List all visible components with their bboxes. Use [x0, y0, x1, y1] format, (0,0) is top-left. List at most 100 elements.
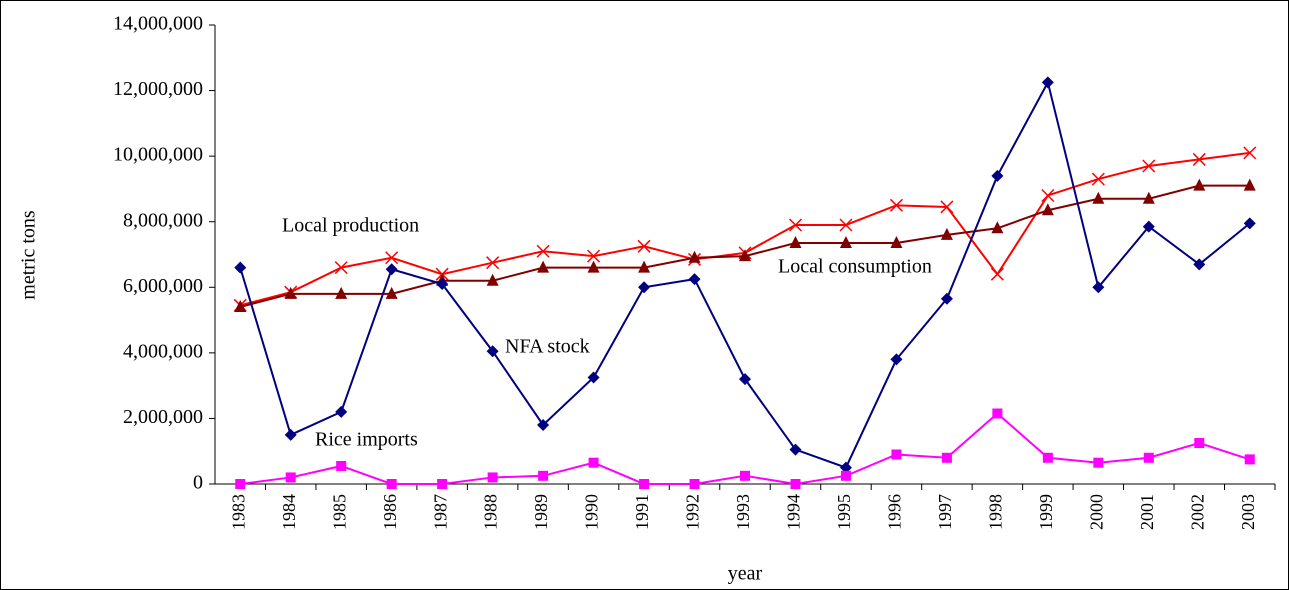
point: [638, 281, 651, 294]
series-label: Rice imports: [315, 429, 418, 451]
point: [1041, 76, 1054, 89]
y-axis-label: metric tons: [18, 210, 40, 300]
point: [386, 479, 397, 489]
point: [639, 479, 650, 489]
point: [536, 244, 550, 258]
point: [739, 249, 751, 262]
point: [890, 236, 903, 249]
point: [1244, 454, 1255, 465]
point: [991, 169, 1004, 182]
x-tick-label: 1994: [784, 494, 804, 530]
point: [336, 460, 347, 471]
point: [385, 251, 399, 265]
point: [940, 292, 953, 305]
point: [234, 261, 247, 274]
point: [940, 200, 954, 214]
point: [739, 373, 751, 386]
x-tick-label: 1989: [531, 494, 551, 530]
y-tick-label: 12,000,000: [113, 78, 203, 100]
point: [992, 408, 1003, 419]
point: [587, 371, 600, 384]
x-tick-label: 1998: [986, 494, 1006, 530]
point: [689, 479, 700, 489]
point: [1192, 152, 1206, 166]
x-tick-label: 1995: [834, 494, 854, 530]
point: [538, 470, 549, 481]
point: [385, 263, 398, 276]
x-tick-label: 1983: [228, 494, 248, 530]
point: [487, 472, 498, 483]
point: [285, 472, 296, 483]
point: [537, 418, 550, 431]
point: [486, 273, 499, 286]
point: [1092, 281, 1105, 294]
x-tick-label: 1986: [380, 494, 400, 530]
x-tick-label: 2003: [1238, 494, 1258, 530]
point: [1243, 146, 1257, 160]
y-tick-label: 0: [193, 472, 203, 494]
point: [486, 256, 500, 270]
point: [334, 261, 348, 275]
point: [284, 286, 297, 299]
point: [335, 286, 348, 299]
point: [1143, 452, 1154, 463]
x-tick-label: 1992: [683, 494, 703, 530]
x-tick-label: 2001: [1137, 494, 1157, 530]
series-label: NFA stock: [505, 336, 590, 358]
point: [1194, 438, 1205, 449]
y-tick-label: 14,000,000: [113, 13, 203, 35]
point: [839, 236, 852, 249]
point: [1142, 220, 1155, 233]
point: [1091, 172, 1105, 186]
point: [234, 299, 247, 312]
x-tick-label: 1993: [733, 494, 753, 530]
series-label: Local consumption: [778, 256, 932, 278]
point: [789, 443, 802, 456]
point: [437, 479, 448, 489]
point: [1243, 217, 1256, 230]
point: [1142, 191, 1155, 204]
point: [1142, 159, 1156, 173]
point: [688, 273, 701, 286]
x-tick-label: 2000: [1086, 494, 1106, 530]
point: [1041, 188, 1055, 203]
y-tick-label: 6,000,000: [123, 275, 203, 297]
y-tick-label: 8,000,000: [123, 209, 203, 231]
point: [990, 267, 1004, 281]
point: [587, 249, 601, 263]
y-tick-label: 2,000,000: [123, 406, 203, 428]
point: [688, 250, 701, 263]
x-tick-label: 1991: [632, 494, 652, 530]
point: [1093, 457, 1104, 468]
point: [284, 428, 297, 441]
point: [941, 452, 952, 463]
point: [889, 198, 903, 212]
point: [839, 218, 853, 232]
x-tick-label: 1997: [935, 494, 955, 530]
x-tick-label: 1985: [329, 494, 349, 530]
point: [790, 479, 801, 489]
y-tick-label: 4,000,000: [123, 340, 203, 362]
x-tick-label: 1984: [279, 494, 299, 530]
series-label: Local production: [282, 215, 419, 237]
x-tick-label: 2002: [1187, 494, 1207, 530]
point: [537, 260, 550, 273]
point: [890, 353, 903, 366]
point: [1092, 191, 1105, 204]
x-tick-label: 1987: [430, 494, 450, 530]
x-tick-label: 1990: [582, 494, 602, 530]
point: [587, 260, 600, 273]
point: [638, 260, 651, 273]
x-tick-label: 1988: [481, 494, 501, 530]
y-tick-label: 10,000,000: [113, 144, 203, 166]
x-tick-label: 1999: [1036, 494, 1056, 530]
point: [788, 218, 803, 232]
point: [486, 345, 499, 358]
point: [1193, 258, 1206, 271]
point: [1041, 203, 1054, 216]
point: [740, 470, 750, 481]
x-axis-label: year: [728, 563, 763, 585]
point: [1243, 178, 1256, 191]
point: [588, 457, 599, 468]
